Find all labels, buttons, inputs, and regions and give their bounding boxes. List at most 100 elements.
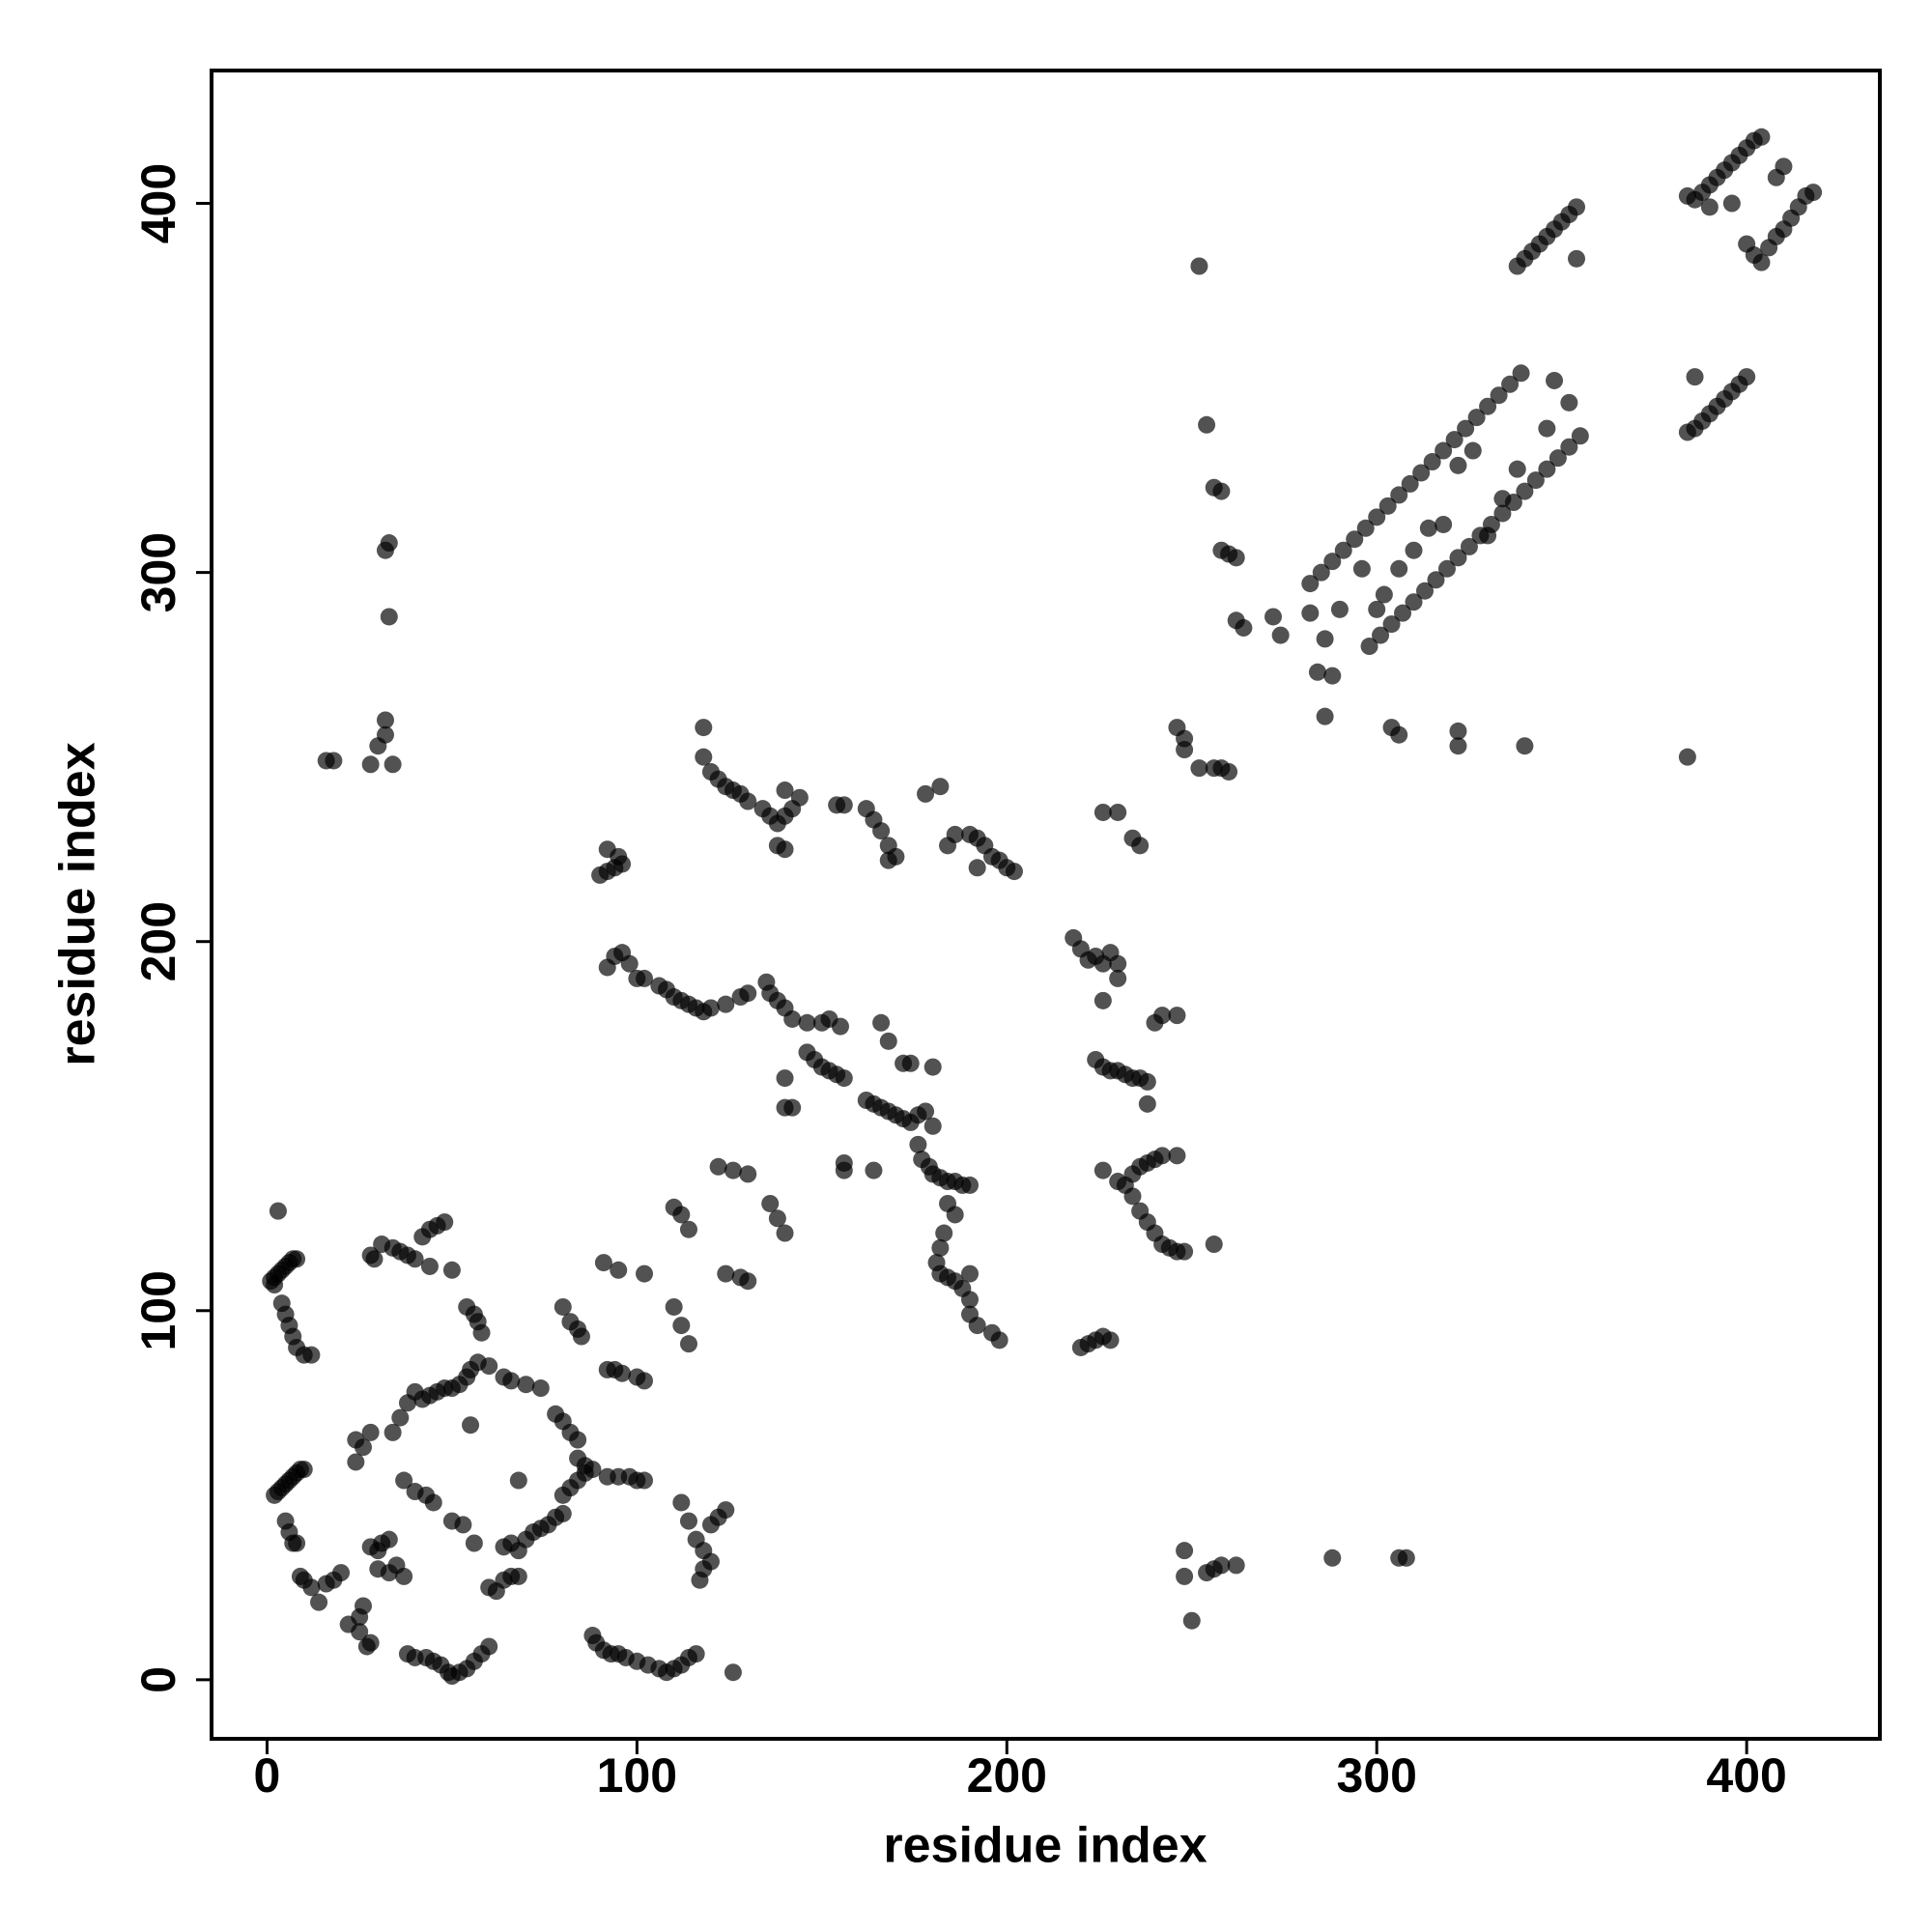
- point: [1423, 453, 1441, 471]
- point: [347, 1453, 365, 1471]
- point: [691, 1571, 709, 1589]
- point: [1493, 504, 1512, 523]
- point: [798, 1013, 816, 1032]
- point: [531, 1379, 550, 1398]
- point: [569, 1449, 587, 1467]
- point: [1101, 1331, 1120, 1350]
- point: [454, 1516, 472, 1534]
- point: [1686, 368, 1704, 386]
- point: [1449, 456, 1467, 474]
- point: [380, 534, 398, 553]
- point: [1397, 1548, 1415, 1567]
- point: [1390, 559, 1408, 578]
- point: [1548, 449, 1567, 468]
- point: [269, 1202, 287, 1220]
- point: [935, 1224, 953, 1242]
- point: [1445, 431, 1463, 449]
- point: [594, 1254, 612, 1272]
- point: [509, 1567, 527, 1585]
- point: [1235, 618, 1253, 637]
- y-axis-title: residue index: [50, 742, 106, 1065]
- point: [717, 995, 735, 1013]
- point: [391, 1408, 410, 1427]
- point: [872, 822, 891, 840]
- point: [961, 1264, 979, 1283]
- point: [1526, 471, 1545, 490]
- point: [1412, 464, 1431, 482]
- point: [783, 1098, 802, 1117]
- point: [990, 1331, 1009, 1350]
- point: [1094, 991, 1112, 1009]
- point: [1571, 427, 1589, 445]
- point: [783, 1009, 802, 1028]
- point: [1375, 585, 1393, 604]
- point: [724, 1663, 742, 1682]
- point: [961, 1176, 979, 1194]
- x-axis-title: residue index: [883, 1818, 1207, 1874]
- point: [1176, 1242, 1194, 1261]
- point: [1271, 626, 1290, 644]
- point: [1775, 157, 1793, 176]
- point: [1205, 1236, 1223, 1254]
- point: [961, 1291, 979, 1309]
- point: [1301, 575, 1320, 593]
- point: [1752, 253, 1771, 271]
- point: [1094, 1161, 1112, 1179]
- point: [1416, 582, 1434, 600]
- point: [1390, 486, 1408, 504]
- point: [1435, 515, 1453, 533]
- point: [424, 1493, 442, 1512]
- point: [1449, 722, 1467, 740]
- point: [879, 851, 897, 869]
- point: [361, 1423, 380, 1441]
- point: [465, 1534, 483, 1552]
- point: [517, 1376, 535, 1394]
- point: [636, 1372, 654, 1390]
- y-tick-label: 300: [131, 532, 185, 612]
- point: [835, 796, 853, 814]
- point: [1538, 460, 1556, 478]
- point: [1560, 438, 1578, 456]
- point: [1368, 600, 1386, 618]
- point: [1198, 415, 1216, 434]
- point: [442, 1261, 461, 1279]
- point: [636, 969, 654, 987]
- point: [968, 859, 986, 877]
- point: [1560, 393, 1578, 412]
- point: [1153, 1147, 1172, 1165]
- point: [665, 1297, 683, 1316]
- point: [406, 1250, 424, 1268]
- point: [909, 1135, 927, 1153]
- point: [1227, 1556, 1245, 1575]
- point: [295, 1461, 313, 1479]
- point: [1501, 375, 1520, 393]
- point: [776, 1069, 794, 1088]
- point: [1005, 863, 1023, 881]
- point: [384, 755, 402, 774]
- point: [768, 837, 786, 855]
- point: [1323, 553, 1342, 571]
- point: [835, 1161, 853, 1179]
- point: [1516, 482, 1534, 500]
- point: [1752, 128, 1771, 146]
- point: [1401, 474, 1419, 493]
- point: [1312, 563, 1330, 582]
- point: [1467, 409, 1486, 427]
- point: [1437, 559, 1456, 578]
- point: [620, 954, 639, 973]
- point: [1176, 741, 1194, 759]
- point: [724, 1161, 742, 1179]
- point: [946, 1206, 964, 1224]
- point: [502, 1372, 521, 1390]
- point: [1460, 537, 1478, 555]
- point: [1738, 235, 1756, 253]
- point: [1346, 530, 1364, 549]
- x-tick-label: 400: [1706, 1748, 1786, 1803]
- point: [302, 1346, 321, 1364]
- point: [1479, 526, 1497, 545]
- point: [472, 1323, 491, 1342]
- point: [1804, 184, 1823, 202]
- point: [613, 1364, 632, 1382]
- point: [384, 1423, 402, 1441]
- point: [1109, 954, 1127, 973]
